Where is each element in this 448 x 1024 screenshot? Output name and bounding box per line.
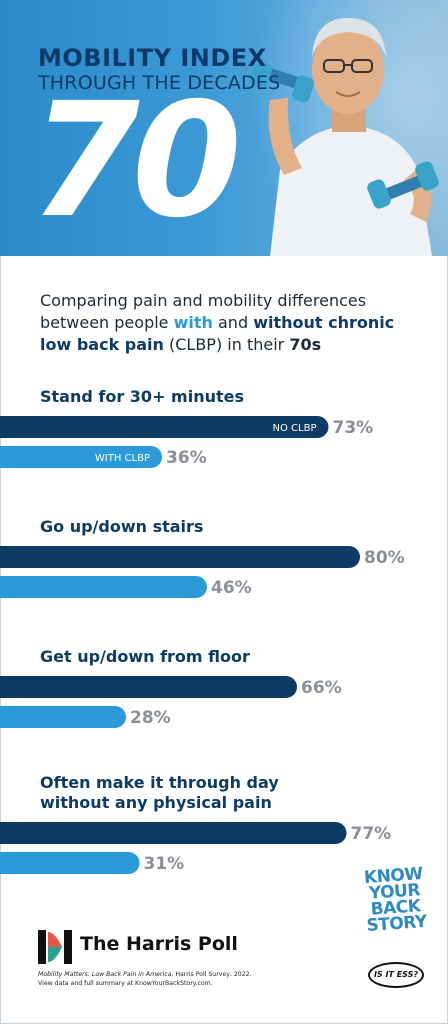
decade-number: 70 xyxy=(30,69,242,253)
kybs-badge: IS IT ESS? xyxy=(368,962,424,988)
kybs-wordmark: KNOW YOUR BACK STORY xyxy=(358,864,432,937)
bar-no-clbp-4 xyxy=(0,822,347,844)
category-label-4-line-1: Often make it through day xyxy=(40,773,279,792)
bar-with-clbp-3 xyxy=(0,706,126,728)
source-title: Mobility Matters: Low Back Pain in Ameri… xyxy=(38,971,172,978)
value-label-with-clbp-4: 31% xyxy=(144,854,185,874)
category-label-3: Get up/down from floor xyxy=(40,647,250,666)
kybs-line-4: STORY xyxy=(365,911,428,937)
category-label-2: Go up/down stairs xyxy=(40,517,203,536)
source-footnote: Mobility Matters: Low Back Pain in Ameri… xyxy=(38,970,278,988)
know-your-back-story-logo: KNOW YOUR BACK STORY IS IT ESS? xyxy=(358,864,432,990)
intro-without: without chronic low back pain xyxy=(40,313,395,354)
value-label-with-clbp-3: 28% xyxy=(130,708,171,728)
bar-no-clbp-2 xyxy=(0,546,360,568)
header-subtitle: THROUGH THE DECADES xyxy=(38,72,281,94)
legend-label-no-clbp: NO CLBP xyxy=(273,423,317,434)
intro-part3: (CLBP) in their xyxy=(163,335,290,354)
intro-with: with xyxy=(173,313,213,332)
legend-label-with-clbp: WITH CLBP xyxy=(95,453,150,464)
intro-part2: and xyxy=(212,313,254,332)
value-label-no-clbp-1: 73% xyxy=(333,418,374,438)
source-url-line: View data and full summary at KnowYourBa… xyxy=(38,980,213,987)
bar-with-clbp-2 xyxy=(0,576,207,598)
value-label-no-clbp-2: 80% xyxy=(364,548,405,568)
intro-age: 70s xyxy=(289,335,322,354)
source-rest: , Harris Poll Survey, 2022. xyxy=(171,971,252,978)
category-label-4-line-2: without any physical pain xyxy=(40,793,272,812)
value-label-no-clbp-4: 77% xyxy=(351,824,392,844)
value-label-with-clbp-1: 36% xyxy=(166,448,207,468)
intro-text: Comparing pain and mobility differences … xyxy=(40,290,420,356)
header-banner: MOBILITY INDEX THROUGH THE DECADES 70 xyxy=(0,0,448,256)
harris-poll-brand: The Harris Poll xyxy=(80,933,238,955)
value-label-no-clbp-3: 66% xyxy=(301,678,342,698)
category-label-1: Stand for 30+ minutes xyxy=(40,387,244,406)
harris-poll-logo-icon xyxy=(38,930,72,964)
value-label-with-clbp-2: 46% xyxy=(211,578,252,598)
bar-with-clbp-4 xyxy=(0,852,140,874)
bar-no-clbp-3 xyxy=(0,676,297,698)
header-title: MOBILITY INDEX xyxy=(38,44,267,72)
bar-no-clbp-1 xyxy=(0,416,329,438)
intro-part1: Comparing pain and mobility differences … xyxy=(40,291,367,332)
older-man-with-dumbbells-illustration xyxy=(249,18,439,256)
bar-with-clbp-1 xyxy=(0,446,162,468)
